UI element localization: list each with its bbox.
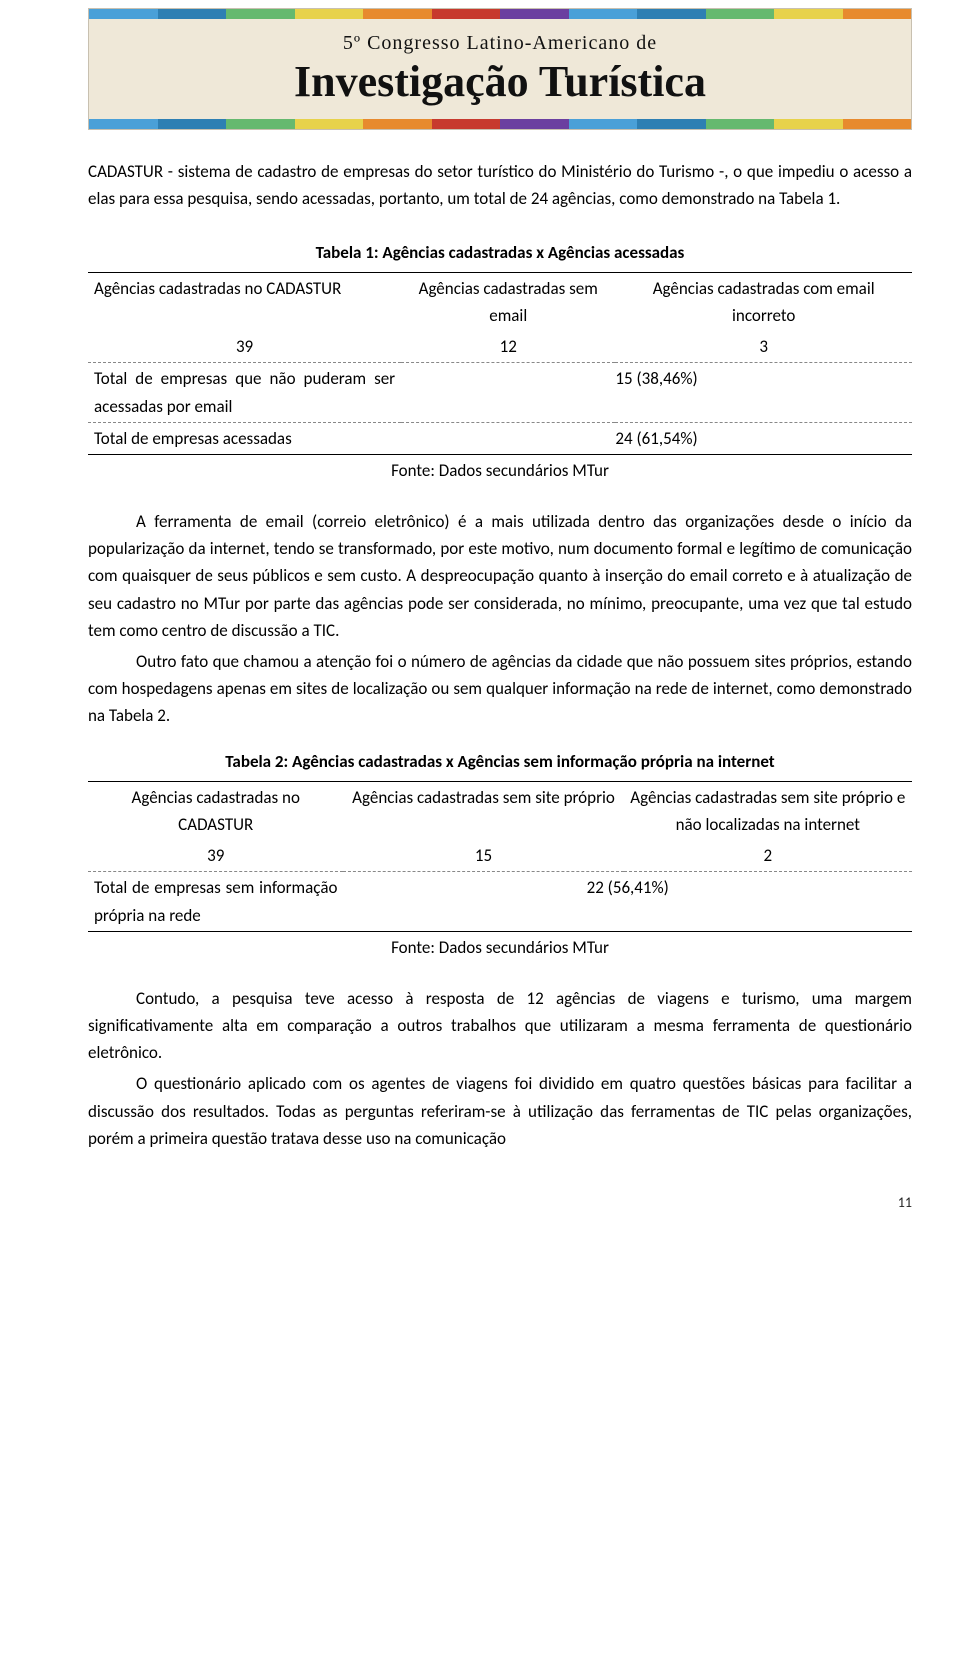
banner-stripe-segment	[363, 119, 432, 129]
table1-row3: Total de empresas acessadas 24 (61,54%)	[88, 422, 912, 454]
table1-source: Fonte: Dados secundários MTur	[88, 457, 912, 484]
banner-stripe-segment	[89, 9, 158, 19]
table2-v1: 39	[88, 840, 343, 872]
table2: Agências cadastradas no CADASTUR Agência…	[88, 781, 912, 932]
page-number: 11	[88, 1192, 912, 1214]
banner-stripe-segment	[706, 119, 775, 129]
table2-h3: Agências cadastradas sem site próprio e …	[624, 781, 912, 840]
banner-stripe-segment	[843, 9, 912, 19]
paragraph-2: A ferramenta de email (correio eletrônic…	[88, 508, 912, 644]
table2-source: Fonte: Dados secundários MTur	[88, 934, 912, 961]
banner-stripe-segment	[774, 119, 843, 129]
table1-row2: Total de empresas que não puderam ser ac…	[88, 363, 912, 422]
table2-v2: 15	[343, 840, 623, 872]
paragraph-5: O questionário aplicado com os agentes d…	[88, 1070, 912, 1152]
banner-stripe-bottom	[89, 119, 911, 129]
banner-stripe-segment	[295, 9, 364, 19]
table1-h3: Agências cadastradas com email incorreto	[615, 272, 912, 331]
banner-title: Investigação Turística	[89, 59, 911, 111]
table2-r2-label: Total de empresas sem informação própria…	[88, 872, 343, 931]
banner-stripe-segment	[569, 119, 638, 129]
banner-stripe-segment	[226, 9, 295, 19]
banner-stripe-segment	[89, 119, 158, 129]
banner-stripe-segment	[843, 119, 912, 129]
paragraph-1: CADASTUR - sistema de cadastro de empres…	[88, 158, 912, 212]
banner-stripe-segment	[158, 119, 227, 129]
table1-header-row: Agências cadastradas no CADASTUR Agência…	[88, 272, 912, 331]
page-root: 5º Congresso Latino-Americano de Investi…	[0, 8, 960, 1244]
banner-stripe-segment	[432, 9, 501, 19]
table2-h1: Agências cadastradas no CADASTUR	[88, 781, 343, 840]
banner-stripe-segment	[226, 119, 295, 129]
table2-values-row: 39 15 2	[88, 840, 912, 872]
table1: Agências cadastradas no CADASTUR Agência…	[88, 272, 912, 455]
banner-stripe-segment	[158, 9, 227, 19]
table1-r2-label: Total de empresas que não puderam ser ac…	[88, 363, 401, 422]
table2-v3: 2	[624, 840, 912, 872]
table1-values-row: 39 12 3	[88, 331, 912, 363]
banner-stripe-segment	[706, 9, 775, 19]
table1-r3-label: Total de empresas acessadas	[88, 422, 401, 454]
header-banner: 5º Congresso Latino-Americano de Investi…	[88, 8, 912, 130]
paragraph-3: Outro fato que chamou a atenção foi o nú…	[88, 648, 912, 730]
table1-caption: Tabela 1: Agências cadastradas x Agência…	[88, 239, 912, 266]
table1-v3: 3	[615, 331, 912, 363]
banner-stripe-segment	[500, 119, 569, 129]
banner-stripe-segment	[637, 9, 706, 19]
table2-h2: Agências cadastradas sem site próprio	[343, 781, 623, 840]
banner-stripe-segment	[774, 9, 843, 19]
table1-h2: Agências cadastradas sem email	[401, 272, 615, 331]
table1-v1: 39	[88, 331, 401, 363]
banner-text: 5º Congresso Latino-Americano de Investi…	[89, 19, 911, 119]
table2-r2-val: 22 (56,41%)	[343, 872, 912, 931]
banner-stripe-segment	[295, 119, 364, 129]
paragraph-4: Contudo, a pesquisa teve acesso à respos…	[88, 985, 912, 1067]
table2-header-row: Agências cadastradas no CADASTUR Agência…	[88, 781, 912, 840]
banner-stripe-segment	[637, 119, 706, 129]
banner-stripe-top	[89, 9, 911, 19]
table1-h1: Agências cadastradas no CADASTUR	[88, 272, 401, 331]
table1-r2-val: 15 (38,46%)	[401, 363, 912, 422]
banner-stripe-segment	[569, 9, 638, 19]
table1-v2: 12	[401, 331, 615, 363]
banner-stripe-segment	[432, 119, 501, 129]
banner-stripe-segment	[363, 9, 432, 19]
table2-row2: Total de empresas sem informação própria…	[88, 872, 912, 931]
table2-caption: Tabela 2: Agências cadastradas x Agência…	[88, 748, 912, 775]
banner-subtitle: 5º Congresso Latino-Americano de	[89, 27, 911, 59]
banner-stripe-segment	[500, 9, 569, 19]
table1-r3-val: 24 (61,54%)	[401, 422, 912, 454]
